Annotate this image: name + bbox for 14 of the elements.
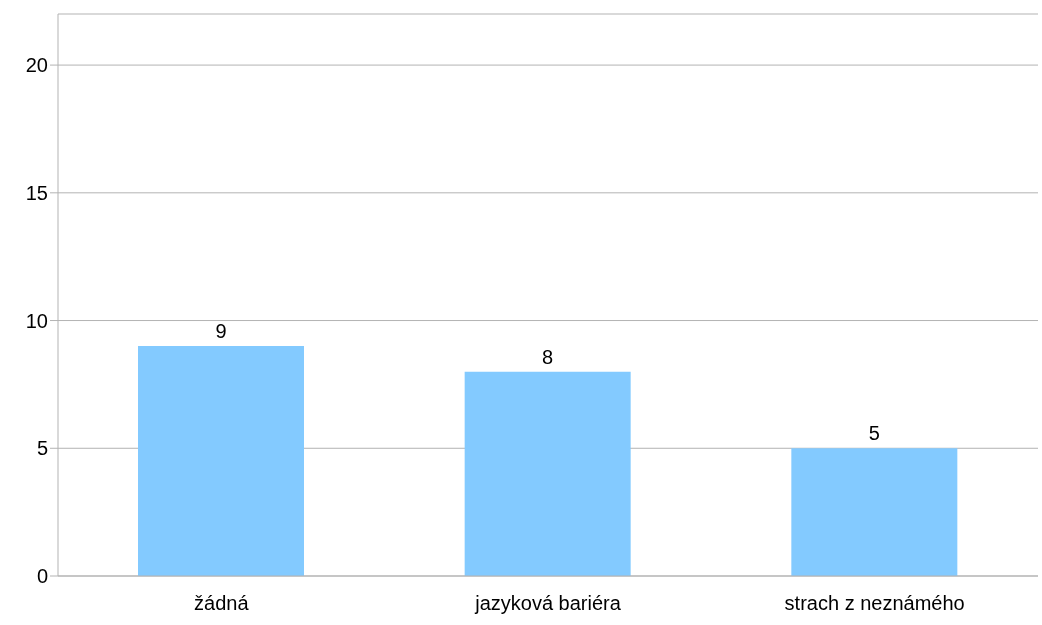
data-label: 5 (868, 422, 880, 445)
x-tick-label: strach z neznámého (784, 592, 965, 615)
y-tick-label: 10 (25, 309, 48, 332)
bar (138, 346, 304, 576)
y-tick-label: 5 (36, 437, 48, 460)
x-tick-label: žádná (194, 592, 250, 615)
x-tick-label: jazyková bariéra (474, 592, 622, 615)
data-label: 9 (215, 320, 227, 343)
bar (464, 371, 631, 576)
bar (791, 448, 958, 576)
y-tick-label: 20 (25, 54, 48, 77)
data-label: 8 (542, 345, 554, 368)
y-tick-label: 0 (36, 565, 48, 588)
y-tick-label: 15 (25, 181, 48, 204)
